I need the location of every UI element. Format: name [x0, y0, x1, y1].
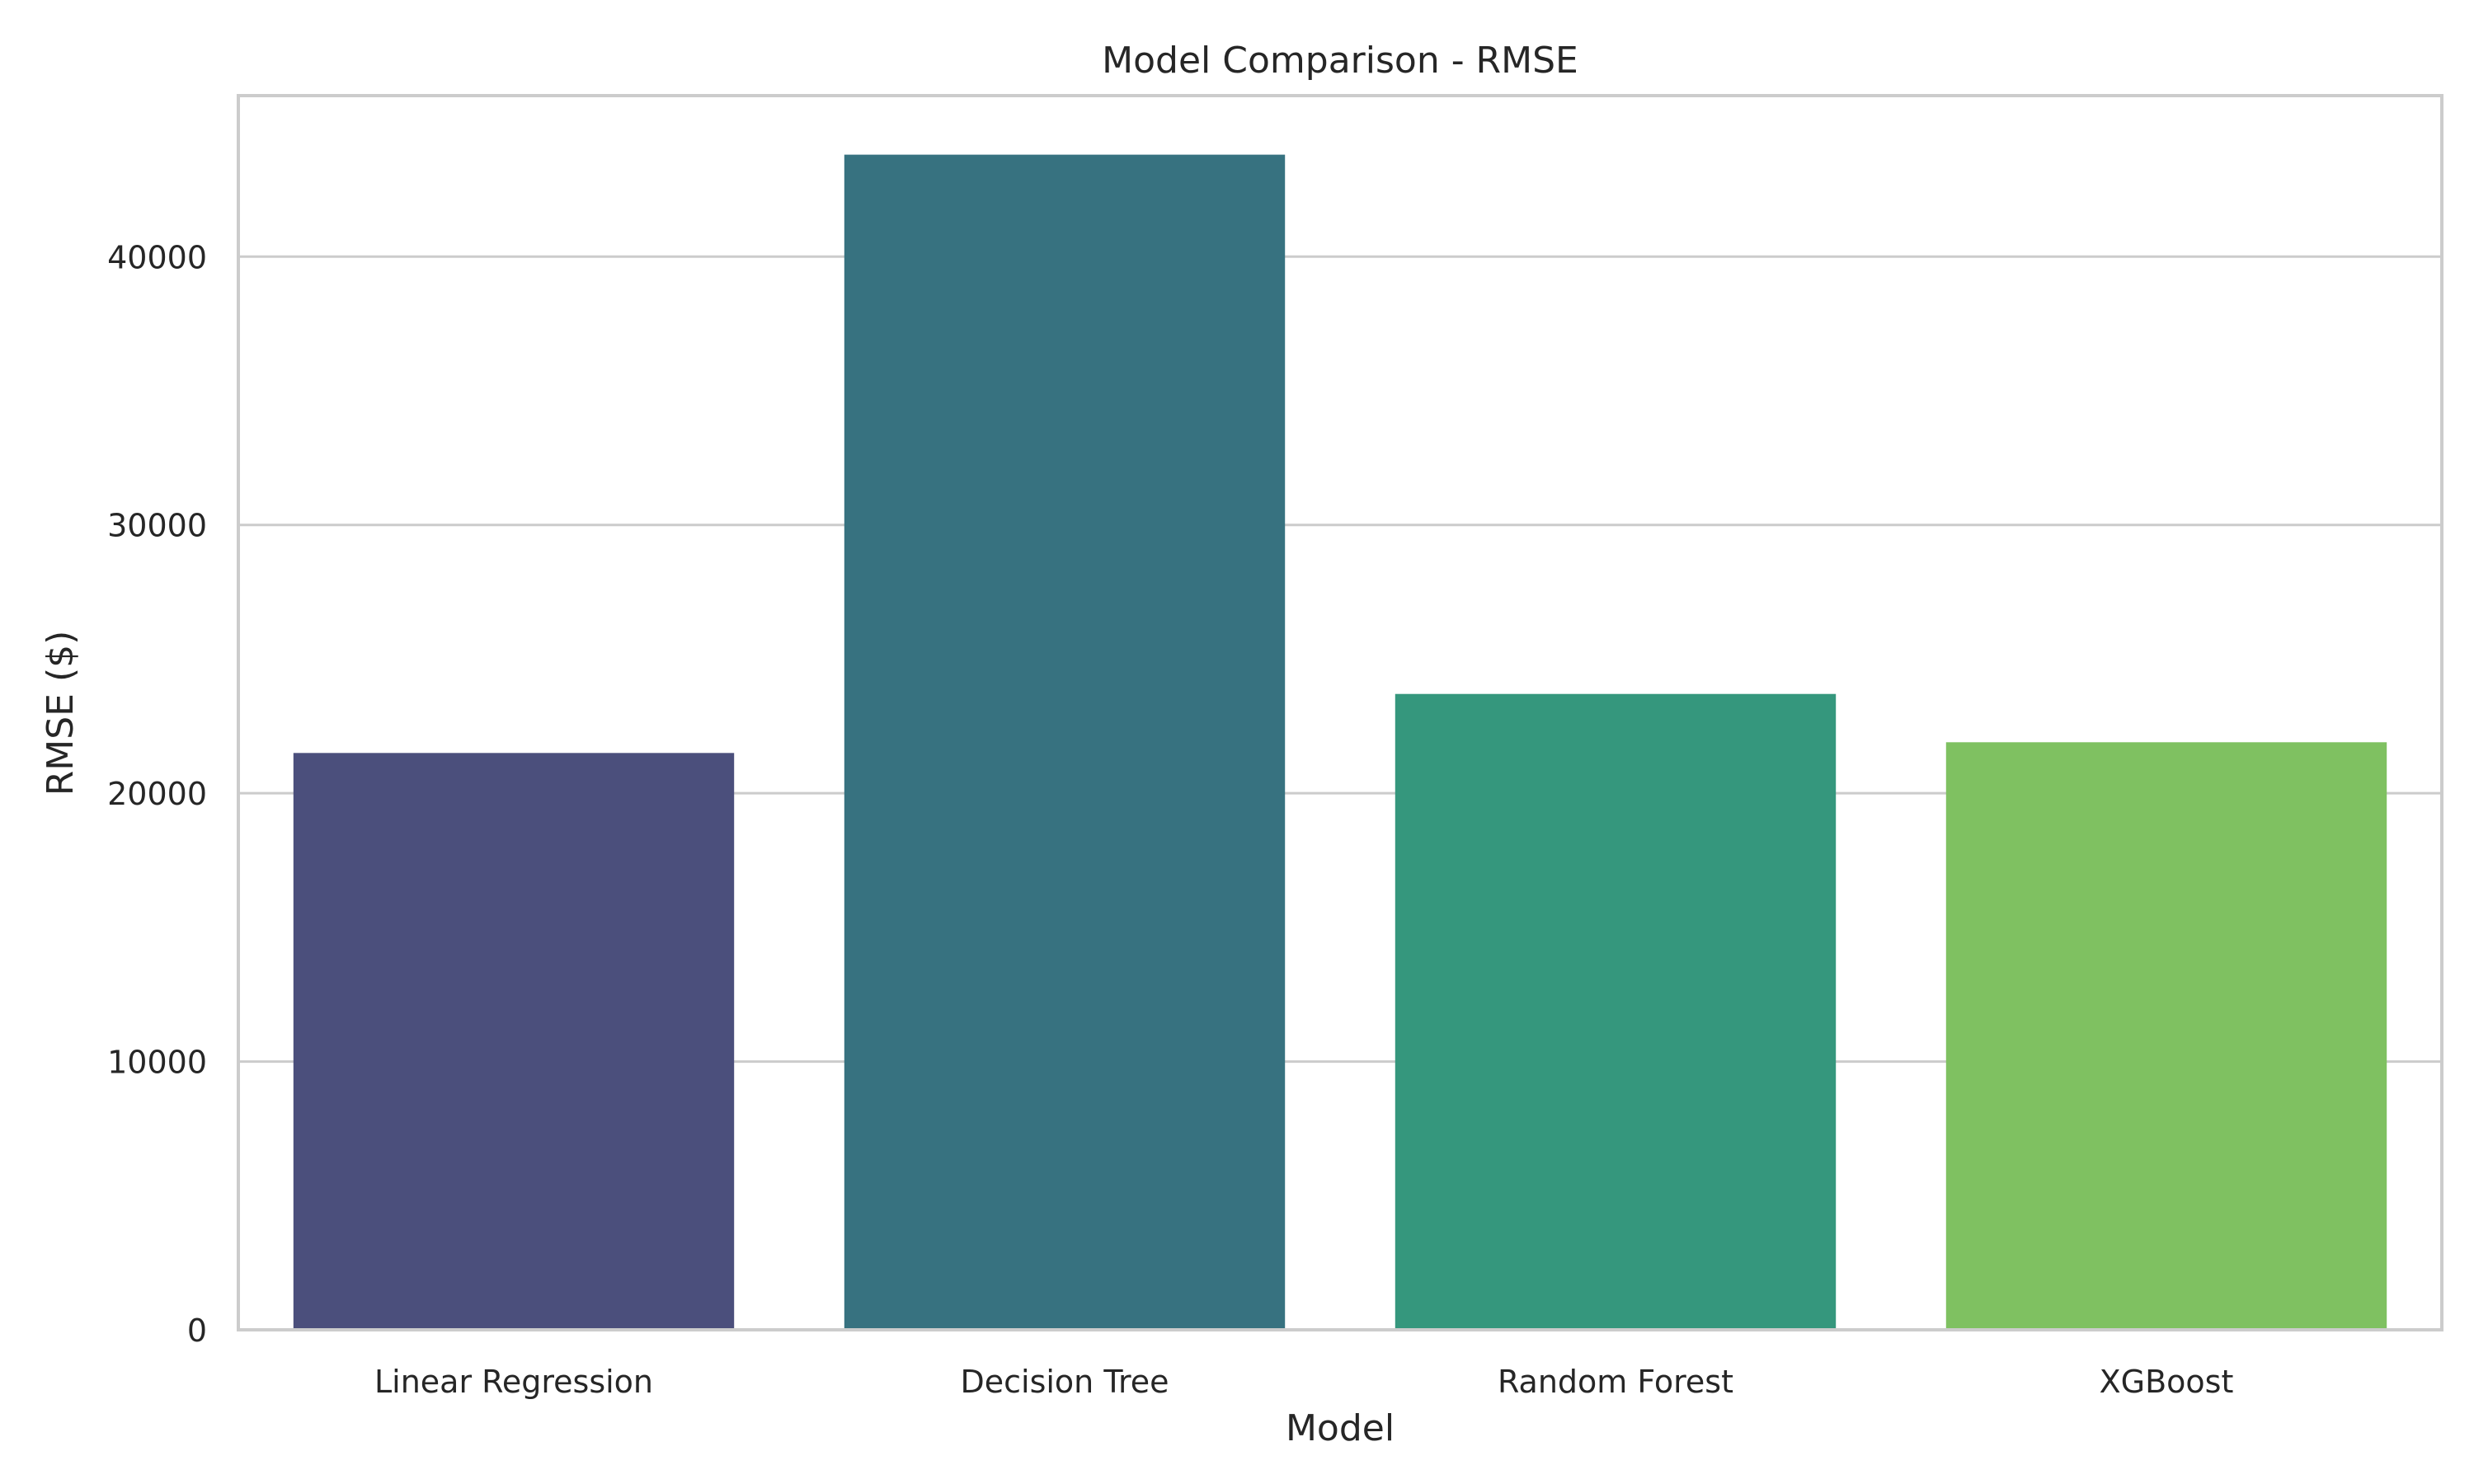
- x-tick-label: Random Forest: [1498, 1364, 1733, 1400]
- plot-frame: [237, 94, 2443, 1331]
- y-tick-label: 10000: [107, 1045, 207, 1081]
- x-axis-label: Model: [1286, 1407, 1395, 1449]
- bar-decision-tree: [844, 154, 1286, 1330]
- y-axis-ticks: 0 10000 20000 30000 40000: [107, 239, 207, 1349]
- y-axis-label: RMSE ($): [40, 631, 82, 796]
- y-tick-label: 0: [187, 1313, 207, 1349]
- y-tick-label: 20000: [107, 776, 207, 812]
- x-tick-label: Linear Regression: [374, 1364, 653, 1400]
- x-tick-label: XGBoost: [2100, 1364, 2234, 1400]
- bar-xgboost: [1945, 742, 2387, 1330]
- x-tick-label: Decision Tree: [960, 1364, 1169, 1400]
- bar-linear-regression: [293, 753, 735, 1330]
- x-axis-ticks: Linear Regression Decision Tree Random For…: [374, 1364, 2233, 1400]
- y-tick-label: 40000: [107, 239, 207, 275]
- bar-random-forest: [1395, 693, 1837, 1330]
- chart-title: Model Comparison - RMSE: [1102, 40, 1578, 82]
- bars: [293, 154, 2387, 1330]
- y-tick-label: 30000: [107, 508, 207, 544]
